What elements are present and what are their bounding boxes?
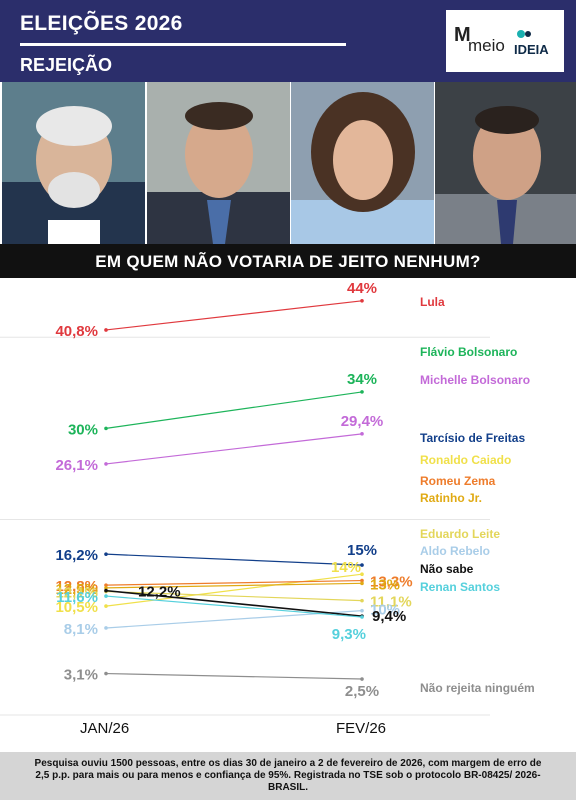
title-divider bbox=[20, 43, 346, 46]
legend-item: Flávio Bolsonaro bbox=[420, 345, 517, 359]
data-label: 11,6% bbox=[56, 589, 98, 606]
data-label: 10% bbox=[370, 602, 400, 619]
data-label: 12,2% bbox=[138, 584, 181, 601]
legend-item: Não sabe bbox=[420, 562, 474, 576]
data-point bbox=[360, 578, 364, 583]
data-label: 16,2% bbox=[55, 547, 98, 564]
data-label: 14% bbox=[331, 559, 361, 576]
ideia-logo-mark-icon bbox=[517, 30, 531, 38]
data-point bbox=[104, 552, 108, 556]
series-line bbox=[105, 300, 363, 331]
legend-item: Tarcísio de Freitas bbox=[420, 431, 525, 445]
data-label: 9,3% bbox=[332, 626, 366, 643]
data-point bbox=[360, 563, 364, 567]
meio-logo-text: meio bbox=[468, 36, 505, 55]
data-point bbox=[360, 298, 364, 303]
data-label: 12,5% bbox=[55, 581, 98, 598]
data-point bbox=[104, 671, 108, 676]
data-point bbox=[360, 677, 364, 681]
photo-michelle-bolsonaro bbox=[291, 82, 434, 244]
data-point bbox=[104, 626, 108, 630]
data-point bbox=[104, 583, 108, 587]
data-label: 12,1% bbox=[55, 585, 98, 602]
data-label: 11,1% bbox=[370, 594, 412, 611]
data-label: 13,3% bbox=[370, 574, 413, 591]
photo-tarcisio-de-freitas bbox=[435, 82, 576, 244]
series-line bbox=[105, 433, 363, 465]
data-label: 29,4% bbox=[341, 413, 384, 430]
data-point bbox=[104, 328, 108, 332]
series-line bbox=[105, 553, 363, 566]
legend-item: Lula bbox=[420, 295, 445, 309]
data-point bbox=[104, 594, 108, 598]
data-label: 3,1% bbox=[64, 667, 98, 684]
data-label: 44% bbox=[347, 280, 377, 297]
data-point bbox=[360, 598, 364, 603]
data-label: 8,1% bbox=[64, 621, 98, 638]
legend-item: Aldo Rebelo bbox=[420, 544, 490, 558]
data-point bbox=[360, 581, 364, 586]
data-label: 15% bbox=[347, 542, 377, 559]
ideia-logo: IDEIA bbox=[512, 28, 560, 62]
legend-item: Eduardo Leite bbox=[420, 527, 500, 541]
data-label: 10,5% bbox=[55, 599, 98, 616]
x-tick-label: JAN/26 bbox=[80, 720, 130, 737]
data-point bbox=[104, 604, 108, 608]
page-subtitle: REJEIÇÃO bbox=[20, 55, 113, 75]
series-line bbox=[105, 610, 363, 629]
data-label: 2,5% bbox=[345, 683, 379, 700]
legend-item: Não rejeita ninguém bbox=[420, 681, 535, 695]
legend-item: Ratinho Jr. bbox=[420, 491, 482, 505]
series-line bbox=[105, 595, 363, 618]
data-point bbox=[360, 432, 364, 436]
data-point bbox=[104, 588, 108, 593]
data-point bbox=[104, 426, 108, 431]
series-line bbox=[105, 391, 363, 429]
ideia-logo-text: IDEIA bbox=[514, 42, 549, 57]
data-label: 30% bbox=[68, 421, 98, 438]
series-line bbox=[105, 582, 363, 589]
data-label: 9,4% bbox=[372, 608, 406, 625]
photo-flavio-bolsonaro bbox=[147, 82, 290, 244]
meio-logo: M meio bbox=[454, 24, 506, 58]
footer: Pesquisa ouviu 1500 pessoas, entre os di… bbox=[0, 752, 576, 800]
legend-item: Renan Santos bbox=[420, 580, 500, 594]
data-label: 13% bbox=[370, 576, 400, 593]
data-label: 40,8% bbox=[55, 323, 98, 340]
data-label: 12,8% bbox=[55, 578, 98, 595]
series-line bbox=[105, 573, 363, 607]
data-point bbox=[104, 586, 108, 590]
series-line bbox=[105, 579, 363, 586]
series-line bbox=[105, 672, 363, 680]
data-point bbox=[360, 608, 364, 613]
logos-panel: M meio IDEIA bbox=[446, 10, 564, 72]
question-banner: EM QUEM NÃO VOTARIA DE JEITO NENHUM? bbox=[0, 244, 576, 278]
series-line bbox=[105, 589, 363, 617]
photo-lula bbox=[2, 82, 145, 244]
page-title: ELEIÇÕES 2026 bbox=[20, 12, 183, 35]
data-point bbox=[360, 390, 364, 394]
x-tick-label: FEV/26 bbox=[336, 720, 387, 737]
data-label: 26,1% bbox=[55, 457, 98, 474]
data-point bbox=[360, 615, 364, 619]
series-line bbox=[105, 590, 363, 602]
data-point bbox=[104, 462, 108, 466]
data-label: 34% bbox=[347, 371, 377, 388]
header: ELEIÇÕES 2026 REJEIÇÃO M meio IDEIA bbox=[0, 0, 576, 82]
data-point bbox=[360, 572, 364, 577]
survey-note: Pesquisa ouviu 1500 pessoas, entre os di… bbox=[34, 758, 542, 793]
legend-item: Ronaldo Caiado bbox=[420, 453, 511, 467]
question-text: EM QUEM NÃO VOTARIA DE JEITO NENHUM? bbox=[95, 252, 481, 271]
legend-item: Romeu Zema bbox=[420, 474, 496, 488]
meio-logo-mark-icon: M bbox=[454, 24, 471, 46]
legend-item: Michelle Bolsonaro bbox=[420, 373, 530, 387]
